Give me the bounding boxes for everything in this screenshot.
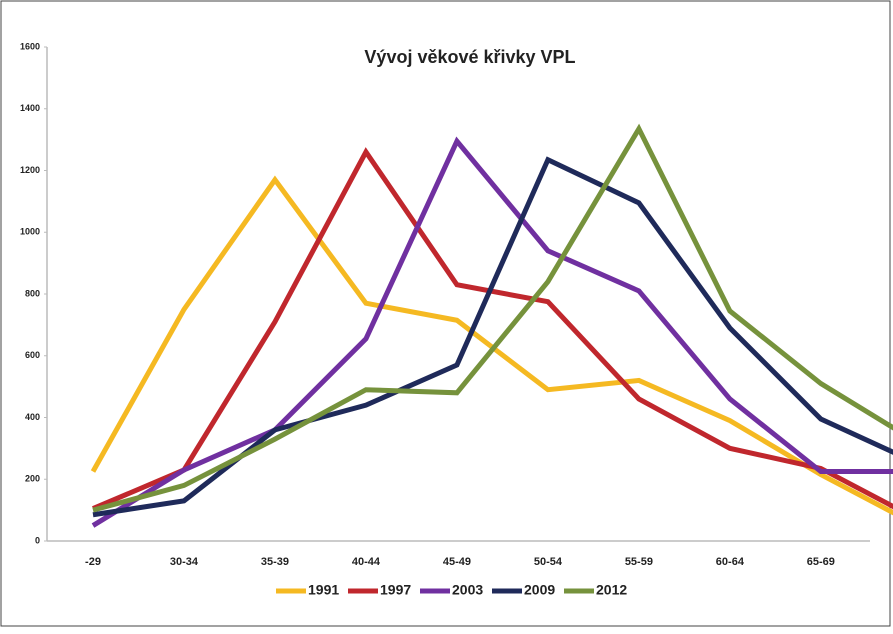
- legend-label: 1997: [380, 582, 411, 598]
- x-tick-label: 30-34: [170, 556, 199, 568]
- legend-label: 2003: [452, 582, 483, 598]
- series-line: [90, 175, 893, 516]
- series-line: [91, 136, 893, 528]
- y-tick-label: 1000: [20, 227, 40, 237]
- x-tick-label: 35-39: [261, 556, 289, 568]
- y-tick-label: 800: [25, 288, 40, 298]
- y-tick-label: 1400: [20, 103, 40, 113]
- y-tick-label: 0: [35, 535, 40, 545]
- y-tick-label: 200: [25, 474, 40, 484]
- y-tick-label: 1200: [20, 165, 40, 175]
- x-tick-label: 40-44: [352, 556, 381, 568]
- y-tick-label: 1600: [20, 41, 40, 51]
- legend-label: 2009: [524, 582, 555, 598]
- legend-label: 2012: [596, 582, 627, 598]
- y-tick-label: 400: [25, 412, 40, 422]
- x-tick-label: 50-54: [534, 556, 563, 568]
- series-line: [92, 156, 893, 518]
- series-line: [92, 147, 893, 511]
- series-line: [92, 123, 893, 513]
- chart-title: Vývoj věkové křivky VPL: [364, 47, 575, 67]
- legend-label: 1991: [308, 582, 339, 598]
- y-tick-label: 600: [25, 350, 40, 360]
- x-tick-label: 65-69: [807, 556, 835, 568]
- x-tick-label: -29: [85, 556, 101, 568]
- x-tick-label: 60-64: [716, 556, 745, 568]
- x-tick-label: 55-59: [625, 556, 653, 568]
- x-tick-label: 45-49: [443, 556, 471, 568]
